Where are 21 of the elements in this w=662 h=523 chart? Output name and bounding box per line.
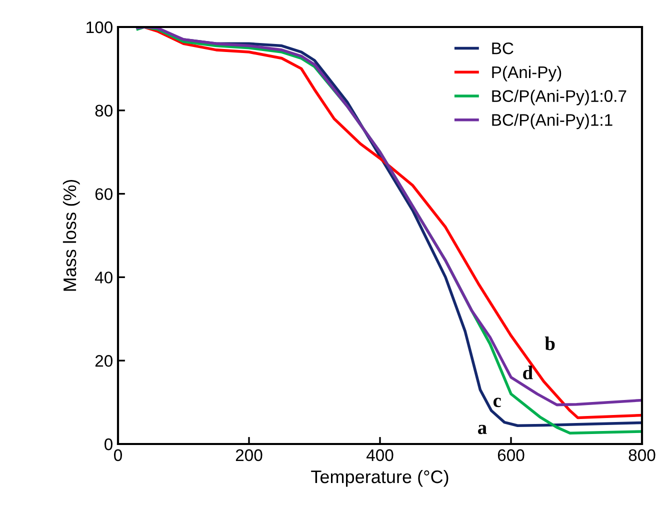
legend-label: BC/P(Ani-Py)1:1: [492, 114, 612, 130]
y-tick-label: 40: [94, 272, 112, 284]
x-tick-label: 600: [498, 449, 524, 462]
legend-label: P(Ani-Py): [492, 66, 562, 82]
legend-label: BC/P(Ani-Py)1:0.7: [492, 90, 626, 106]
x-axis-title: Temperature (°C): [311, 470, 448, 487]
annotation: d: [523, 366, 533, 380]
x-tick-label: 800: [628, 449, 656, 462]
annotation: a: [478, 424, 487, 434]
y-axis-title: Mass loss (%): [62, 180, 80, 291]
legend-label: BC: [492, 42, 514, 54]
y-tick-label: 60: [95, 188, 112, 200]
x-tick-label: 200: [236, 449, 262, 462]
y-tick-label: 0: [104, 438, 112, 450]
y-tick-label: 100: [86, 21, 112, 34]
x-tick-label: 400: [366, 449, 394, 462]
x-tick-label: 0: [114, 449, 122, 462]
y-tick-label: 20: [95, 355, 112, 367]
annotation: b: [544, 336, 555, 350]
annotation: c: [493, 398, 501, 408]
y-tick-label: 80: [95, 104, 112, 117]
